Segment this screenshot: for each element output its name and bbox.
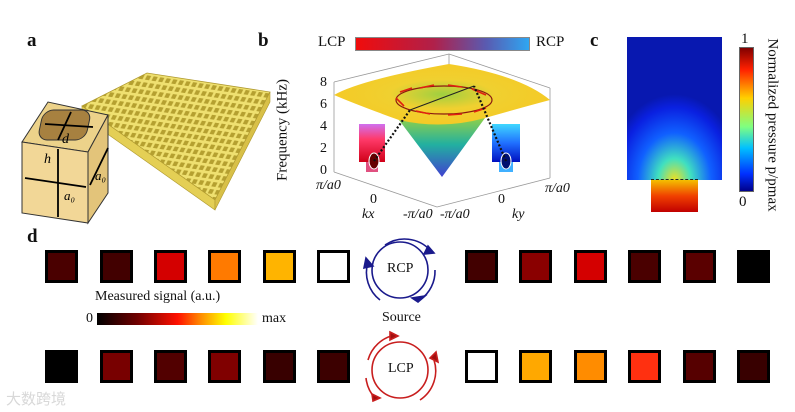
kx-tick: π/a0 bbox=[316, 178, 341, 193]
colorbar-max: 1 bbox=[741, 31, 749, 47]
pressure-colorbar bbox=[739, 47, 754, 192]
signal-square-bottom-right-6 bbox=[737, 350, 770, 383]
dim-d: d bbox=[62, 132, 70, 147]
dim-a0-front: a₀ bbox=[64, 188, 75, 203]
lcp-label: LCP bbox=[318, 34, 346, 50]
signal-colorbar-min: 0 bbox=[86, 311, 93, 326]
lcp-source-label: LCP bbox=[388, 361, 414, 376]
pressure-field-map bbox=[627, 37, 722, 180]
z-tick: 0 bbox=[320, 163, 327, 178]
dim-h: h bbox=[44, 152, 51, 167]
source-cavity-field bbox=[651, 180, 698, 212]
lower-band-cone bbox=[399, 118, 485, 177]
signal-square-bottom-right-4 bbox=[628, 350, 661, 383]
ky-tick: 0 bbox=[498, 192, 505, 207]
polarization-colorbar bbox=[355, 37, 530, 51]
signal-square-bottom-right-1 bbox=[465, 350, 498, 383]
isofrequency-contour bbox=[395, 85, 493, 115]
panel-c-label: c bbox=[590, 30, 599, 51]
signal-square-top-left-6 bbox=[317, 250, 350, 283]
kx-axis-label: kx bbox=[362, 207, 375, 222]
signal-square-top-right-4 bbox=[628, 250, 661, 283]
signal-square-bottom-left-4 bbox=[208, 350, 241, 383]
signal-square-top-right-2 bbox=[519, 250, 552, 283]
signal-square-top-right-6 bbox=[737, 250, 770, 283]
signal-colorbar-max: max bbox=[262, 311, 287, 326]
signal-square-bottom-left-6 bbox=[317, 350, 350, 383]
signal-square-top-left-2 bbox=[100, 250, 133, 283]
signal-square-top-left-1 bbox=[45, 250, 78, 283]
signal-square-bottom-left-2 bbox=[100, 350, 133, 383]
colorbar-min: 0 bbox=[739, 194, 747, 210]
signal-square-bottom-left-5 bbox=[263, 350, 296, 383]
signal-square-bottom-right-5 bbox=[683, 350, 716, 383]
signal-square-top-left-3 bbox=[154, 250, 187, 283]
rcp-label: RCP bbox=[536, 34, 565, 50]
ky-tick: -π/a0 bbox=[440, 207, 470, 222]
panel-a-label: a bbox=[27, 30, 37, 51]
dim-a0-side: a₀ bbox=[95, 168, 106, 183]
signal-square-top-left-5 bbox=[263, 250, 296, 283]
lcp-rotation-icon bbox=[365, 330, 440, 403]
signal-square-top-right-3 bbox=[574, 250, 607, 283]
signal-colorbar bbox=[97, 313, 258, 325]
dimension-arrows bbox=[24, 111, 109, 217]
signal-square-top-right-5 bbox=[683, 250, 716, 283]
panel-b-label: b bbox=[258, 30, 269, 51]
watermark: 大数跨境 bbox=[6, 390, 67, 408]
kx-tick: 0 bbox=[370, 192, 377, 207]
z-tick: 6 bbox=[320, 97, 327, 112]
signal-square-bottom-right-2 bbox=[519, 350, 552, 383]
ky-tick: π/a0 bbox=[545, 181, 570, 196]
signal-colorbar-title: Measured signal (a.u.) bbox=[95, 289, 221, 304]
lattice-plate bbox=[81, 72, 271, 211]
rcp-rotation-icon bbox=[362, 238, 436, 304]
z-tick: 8 bbox=[320, 75, 327, 90]
panel-d-label: d bbox=[27, 226, 38, 247]
z-tick: 4 bbox=[320, 119, 327, 134]
signal-square-bottom-left-1 bbox=[45, 350, 78, 383]
source-label: Source bbox=[382, 310, 421, 325]
interface-dashed-line bbox=[651, 179, 698, 180]
kx-tick: -π/a0 bbox=[403, 207, 433, 222]
signal-square-bottom-left-3 bbox=[154, 350, 187, 383]
signal-square-top-right-1 bbox=[465, 250, 498, 283]
z-tick: 2 bbox=[320, 141, 327, 156]
ky-axis-label: ky bbox=[512, 207, 525, 222]
polarization-arrows bbox=[395, 84, 487, 116]
upper-band-surface bbox=[334, 64, 550, 125]
signal-square-top-left-4 bbox=[208, 250, 241, 283]
signal-square-bottom-right-3 bbox=[574, 350, 607, 383]
rcp-source-label: RCP bbox=[387, 261, 414, 276]
